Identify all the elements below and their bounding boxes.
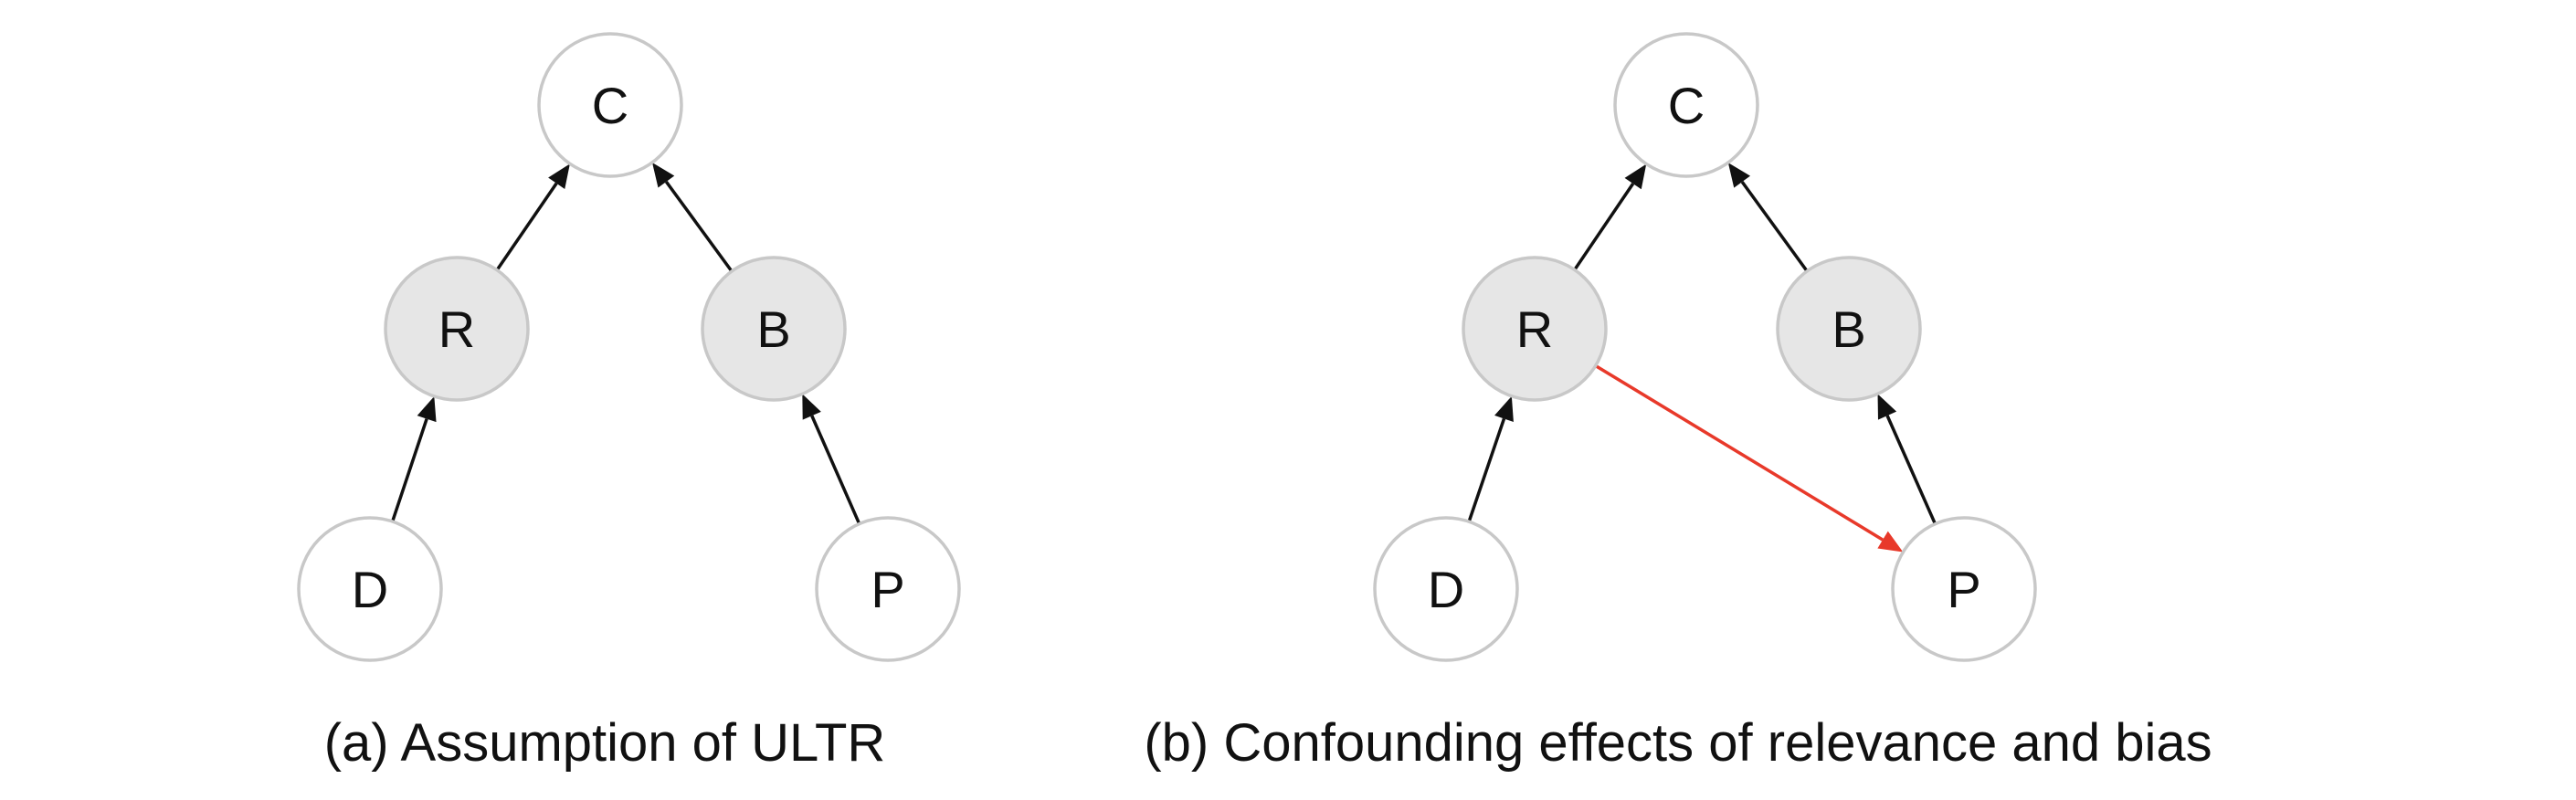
edge-r-to-p-highlight-head	[1877, 531, 1904, 553]
node-c-label: C	[1668, 77, 1705, 134]
node-b: B	[1776, 256, 1922, 402]
edge-p-to-b-head	[802, 394, 821, 420]
node-d: D	[1373, 516, 1519, 662]
edge-r-to-p-highlight-line	[1594, 363, 1884, 542]
edge-b-to-c	[1727, 163, 1809, 272]
edge-p-to-b	[802, 394, 861, 525]
node-r-label: R	[1516, 300, 1553, 358]
edge-r-to-c	[1573, 163, 1647, 271]
edge-b-to-c	[652, 162, 734, 273]
node-r: R	[384, 256, 530, 402]
edge-p-to-b-line	[1885, 415, 1937, 525]
node-r-circle	[384, 256, 530, 402]
edge-b-to-c-line	[1740, 181, 1809, 272]
node-d-label: D	[1428, 561, 1464, 618]
node-c-label: C	[592, 77, 628, 134]
node-c-circle	[1613, 32, 1759, 178]
edge-d-to-r-line	[391, 418, 428, 522]
node-b-label: B	[1832, 300, 1865, 358]
node-p-circle	[1891, 516, 2037, 662]
node-r-label: R	[438, 300, 475, 358]
edge-p-to-b-line	[810, 415, 861, 525]
diagram-confounding-effects: C R B D P	[1373, 32, 2037, 662]
edge-p-to-b-head	[1877, 394, 1897, 420]
edge-d-to-r-head	[417, 395, 437, 423]
node-d-circle	[297, 516, 443, 662]
edge-b-to-c-head	[1727, 163, 1751, 188]
node-c: C	[1613, 32, 1759, 178]
caption-b: (b) Confounding effects of relevance and…	[1144, 713, 2212, 773]
edge-d-to-r	[391, 395, 437, 522]
edge-r-to-c-head	[548, 163, 570, 189]
edge-r-to-p-highlight	[1594, 363, 1904, 553]
edge-r-to-c	[495, 163, 570, 271]
node-r-circle	[1462, 256, 1608, 402]
edge-d-to-r-line	[1467, 417, 1506, 522]
node-p-circle	[815, 516, 961, 662]
node-c: C	[537, 32, 683, 178]
node-d-label: D	[352, 561, 388, 618]
node-b-circle	[701, 256, 847, 402]
node-p-label: P	[871, 561, 904, 618]
edge-b-to-c-head	[652, 162, 675, 188]
node-d: D	[297, 516, 443, 662]
node-p: P	[815, 516, 961, 662]
node-r: R	[1462, 256, 1608, 402]
edge-b-to-c-line	[664, 180, 734, 273]
node-b-label: B	[756, 300, 790, 358]
edge-d-to-r-head	[1494, 395, 1514, 422]
node-b: B	[701, 256, 847, 402]
edge-r-to-c-head	[1624, 163, 1647, 190]
node-p: P	[1891, 516, 2037, 662]
node-c-circle	[537, 32, 683, 178]
edge-p-to-b	[1877, 394, 1937, 525]
edge-r-to-c-line	[495, 182, 558, 271]
diagram-assumption-of-ultr: C R B D P	[297, 32, 961, 662]
edge-d-to-r	[1467, 395, 1514, 522]
node-b-circle	[1776, 256, 1922, 402]
node-d-circle	[1373, 516, 1519, 662]
edge-r-to-c-line	[1573, 183, 1635, 271]
node-p-label: P	[1947, 561, 1980, 618]
caption-a: (a) Assumption of ULTR	[324, 713, 886, 773]
